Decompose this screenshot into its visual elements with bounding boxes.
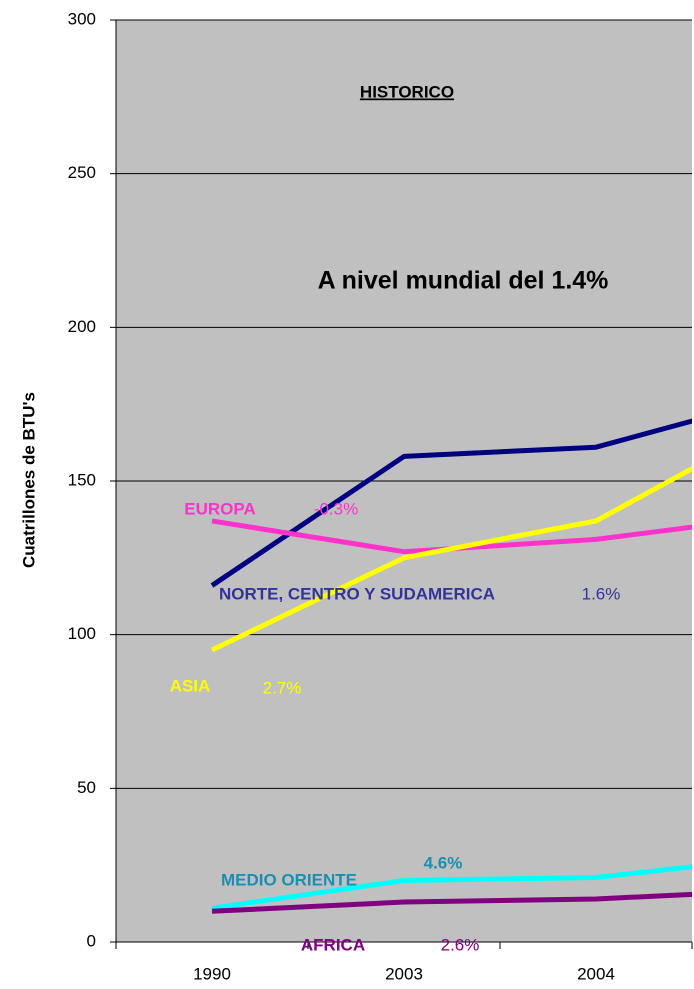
series-line (211, 518, 692, 555)
y-tick-label: 0 (87, 931, 96, 950)
growth-label: -0.3% (314, 499, 358, 518)
series-line (210, 418, 692, 588)
chart-subtitle: A nivel mundial del 1.4% (318, 267, 609, 295)
series-label: AFRICA (301, 935, 365, 954)
x-tick-label: 1990 (193, 964, 231, 983)
chart-title: HISTORICO (360, 82, 454, 101)
x-tick-label: 2004 (577, 964, 615, 983)
growth-label: 2.7% (263, 678, 302, 697)
series-label: MEDIO ORIENTE (221, 870, 357, 889)
series-line (211, 891, 692, 914)
series-label: EUROPA (184, 499, 255, 518)
series-label: NORTE, CENTRO Y SUDAMERICA (219, 584, 495, 603)
series-line (210, 465, 692, 653)
y-tick-label: 50 (77, 778, 96, 797)
growth-label: 2.6% (441, 935, 480, 954)
growth-label: 1.6% (582, 584, 621, 603)
y-tick-label: 100 (68, 624, 96, 643)
y-tick-label: 250 (68, 163, 96, 182)
y-axis-label: Cuatrillones de BTU's (19, 392, 38, 568)
growth-label: 4.6% (424, 853, 463, 872)
y-tick-label: 150 (68, 470, 96, 489)
series-label: ASIA (170, 676, 211, 695)
x-tick-label: 2003 (385, 964, 423, 983)
series-line (211, 864, 692, 911)
y-tick-label: 300 (68, 9, 96, 28)
y-tick-label: 200 (68, 317, 96, 336)
